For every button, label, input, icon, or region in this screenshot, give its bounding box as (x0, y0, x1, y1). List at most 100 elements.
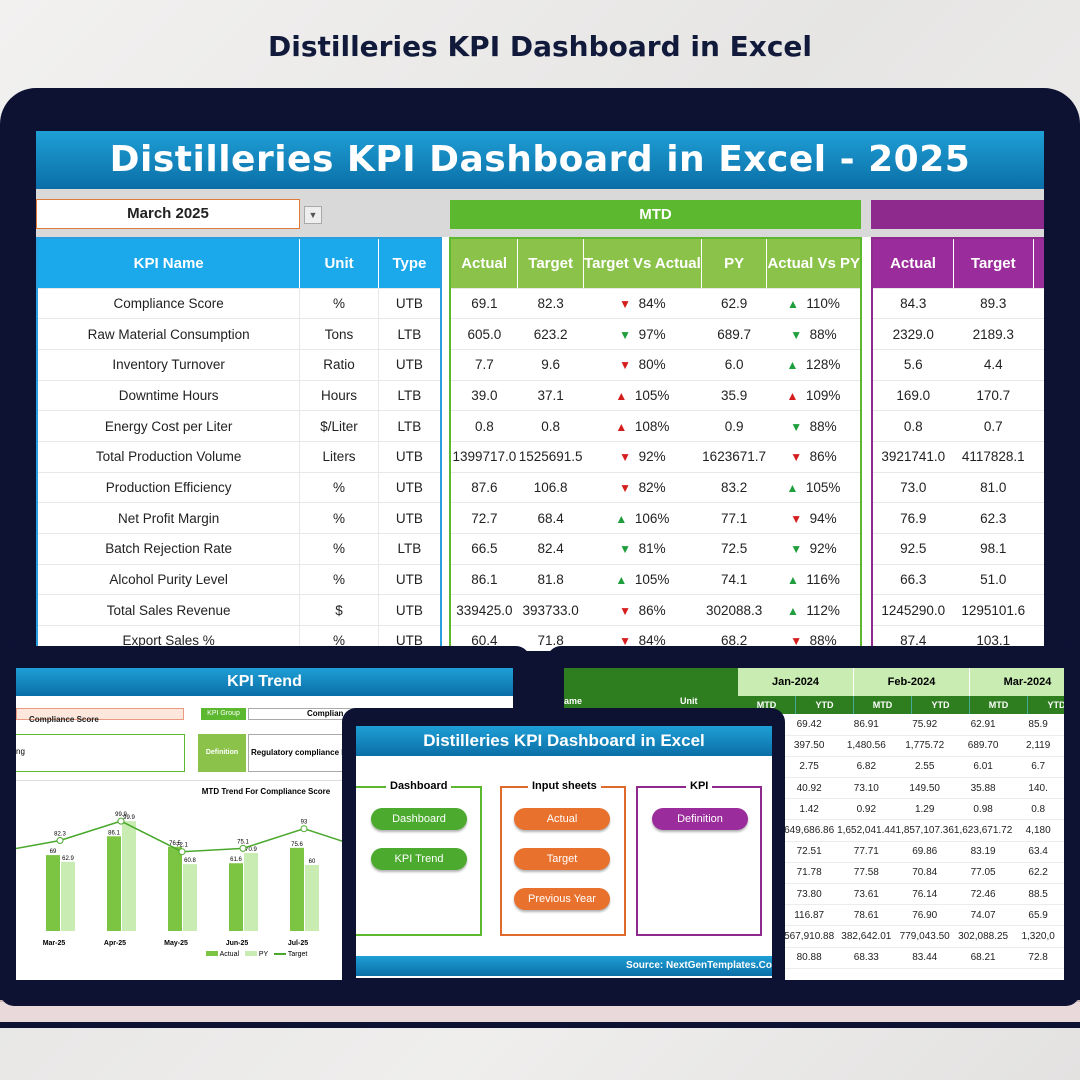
dashboard-banner: Distilleries KPI Dashboard in Excel - 20… (36, 131, 1044, 189)
col-target-vs-actual: Target Vs Actual (583, 238, 702, 289)
kpi-trend-button[interactable]: KPI Trend (371, 848, 467, 870)
table-cell: 70.84 (895, 862, 954, 885)
mtd-avp: ▼ 88% (766, 318, 861, 350)
kpi-row: Total Production Volume Liters UTB (37, 441, 442, 473)
table-cell: 0.8 (1012, 798, 1064, 821)
col-target: Target (517, 238, 585, 289)
ytd-target: 0.7 (953, 410, 1034, 442)
kpi-unit: Liters (299, 441, 379, 473)
table-cell: 76.14 (895, 883, 954, 906)
table-cell: 6.7 (1012, 756, 1064, 779)
ytd-more (1033, 625, 1044, 651)
dashboard-button[interactable]: Dashboard (371, 808, 467, 830)
ytd-target: 51.0 (953, 564, 1034, 596)
mtd-py: 6.0 (701, 349, 767, 381)
kpi-row: Compliance Score% UTB (37, 288, 442, 320)
py-data-label: 62.9 (62, 856, 74, 862)
kpi-unit: % (299, 533, 379, 565)
table-cell: 83.44 (895, 947, 954, 969)
x-tick-label: Jun-25 (226, 940, 249, 947)
mtd-py: 62.9 (701, 288, 767, 320)
mtd-tva: ▼ 81% (583, 533, 702, 565)
kpi-row: Batch Rejection Rate% LTB (37, 533, 442, 565)
py-bar (122, 821, 136, 931)
kpi-unit: $ (299, 594, 379, 627)
mtd-row: 69.1 82.3 ▼ 84% 62.9 ▲ 110% (450, 288, 861, 320)
sub-header: YTD (796, 696, 854, 714)
kpi-name: Raw Material Consumption (37, 318, 301, 350)
ytd-more (1033, 410, 1044, 442)
table-cell: 77.05 (953, 862, 1013, 885)
chevron-down-icon[interactable]: ▼ (304, 206, 322, 224)
mtd-target: 68.4 (517, 502, 584, 534)
kpi-select[interactable]: Compliance Score (16, 708, 184, 724)
mtd-target: 82.4 (517, 533, 584, 565)
previous-year-button[interactable]: Previous Year (514, 888, 610, 910)
mtd-target: 1525691.5 (517, 441, 584, 473)
actual-button[interactable]: Actual (514, 808, 610, 830)
ytd-actual: 73.0 (872, 472, 954, 504)
table-row: 397.50 1,480.56 1,775.72 689.70 2,119 (738, 735, 1064, 757)
target-button[interactable]: Target (514, 848, 610, 870)
kpi-group: KPI (636, 780, 762, 936)
kpi-info-table: KPI Name Unit Type Compliance Score% UTB R… (36, 237, 442, 651)
ytd-header (871, 200, 1044, 229)
kpi-type: UTB (378, 472, 442, 504)
mtd-avp: ▼ 88% (766, 410, 861, 442)
col-kpi-name: KPI Name (37, 238, 301, 289)
table-cell: 397.50 (781, 735, 838, 757)
table-cell: 62.91 (953, 714, 1013, 736)
mtd-tva: ▼ 84% (583, 288, 702, 320)
table-cell: 382,642.01 (837, 925, 896, 948)
mtd-tva: ▲ 106% (583, 502, 702, 534)
ytd-more (1033, 441, 1044, 473)
ytd-more (1033, 564, 1044, 596)
table-cell: 1,320,0 (1012, 925, 1064, 948)
mtd-avp: ▲ 110% (766, 288, 861, 320)
mtd-avp: ▼ 92% (766, 533, 861, 565)
table-cell: 567,910.88 (781, 925, 838, 948)
mtd-py: 74.1 (701, 564, 767, 596)
py-bar (244, 853, 258, 931)
table-cell: 1.29 (895, 798, 954, 821)
col-unit-label: Unit (680, 696, 698, 706)
dashboard-group-title: Dashboard (386, 780, 452, 792)
actual-data-label: 69 (50, 849, 57, 855)
ytd-actual: 76.9 (872, 502, 954, 534)
col-ytd-more (1033, 238, 1044, 289)
table-cell: 76.90 (895, 904, 954, 927)
table-cell: 75.92 (895, 714, 954, 736)
kpi-row: Inventory Turnover Ratio UTB (37, 349, 442, 381)
month-select[interactable]: March 2025 (36, 199, 300, 229)
trend-chart: Mar-25 69 62.9 Apr-25 86.1 99.9 May-25 76.5 60.8… (16, 812, 396, 947)
kpi-group-title: KPI (686, 780, 713, 792)
py-data-label: 60 (309, 859, 316, 865)
ytd-target: 62.3 (953, 502, 1034, 534)
target-data-label: 82.3 (54, 831, 66, 837)
mtd-avp: ▲ 128% (766, 349, 861, 381)
py-bar (305, 865, 319, 931)
kpi-box: ng (16, 734, 185, 772)
target-data-label: 99.9 (115, 812, 127, 818)
mtd-target: 106.8 (517, 472, 584, 504)
table-row: 40.92 73.10 149.50 35.88 140. (738, 777, 1064, 800)
table-cell: 65.9 (1012, 904, 1064, 927)
dashboard-group: Dashboard (356, 780, 482, 936)
kpi-type: UTB (378, 594, 442, 627)
table-cell: 116.87 (781, 904, 838, 927)
table-row: 2.75 6.82 2.55 6.01 6.7 (738, 756, 1064, 779)
mtd-tva: ▼ 97% (583, 318, 702, 350)
ytd-target: 81.0 (953, 472, 1034, 504)
actual-data-label: 76.5 (169, 841, 181, 847)
table-cell: 2.75 (781, 756, 838, 779)
ytd-row: 66.3 51.0 (872, 564, 1044, 596)
ytd-row: 76.9 62.3 (872, 502, 1044, 534)
nav-screen: Distilleries KPI Dashboard in Excel Dash… (356, 726, 772, 978)
kpi-type: UTB (378, 441, 442, 473)
kpi-name: Compliance Score (37, 288, 301, 320)
mtd-tva: ▲ 105% (583, 564, 702, 596)
ytd-actual: 2329.0 (872, 318, 954, 350)
py-bar (61, 861, 75, 931)
table-row: 649,686.86 1,652,041.44 1,857,107.36 1,623,… (738, 819, 1064, 842)
definition-button[interactable]: Definition (652, 808, 748, 830)
